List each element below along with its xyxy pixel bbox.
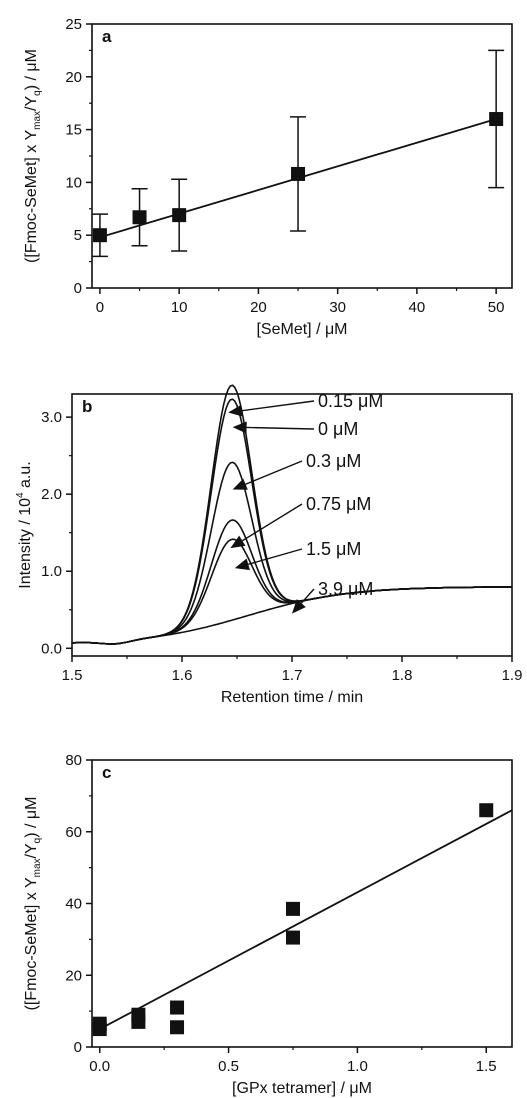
x-tick-label: 20: [250, 299, 267, 316]
annotation-label: 0.15 μM: [318, 391, 383, 411]
annotation-arrowhead: [232, 478, 248, 490]
x-tick-label: 1.7: [282, 667, 303, 684]
data-point: [172, 208, 187, 223]
plot-frame-a: [91, 23, 513, 289]
x-tick-label: 30: [329, 299, 346, 316]
y-tick-label: 15: [65, 122, 82, 139]
plot-frame-b: [71, 393, 513, 657]
series-line: [71, 586, 512, 645]
y-tick-label: 20: [65, 69, 82, 86]
y-tick-label: 25: [65, 16, 82, 33]
data-point: [285, 901, 300, 916]
series-line: [71, 398, 512, 645]
annotation-label: 1.5 μM: [306, 539, 361, 559]
x-tick-label: 1.0: [347, 1058, 368, 1075]
data-point: [489, 112, 504, 127]
annotation-label: 0.3 μM: [306, 451, 361, 471]
annotation-label: 0.75 μM: [306, 494, 371, 514]
y-tick-label: 2.0: [41, 486, 62, 503]
annotation-arrow: [248, 548, 303, 565]
annotation-arrow: [241, 503, 303, 542]
y-tick-label: 0: [74, 1039, 82, 1056]
panel-label-a: a: [102, 27, 112, 46]
y-axis-label-c: ([Fmoc-SeMet] x Ymax/Yq) / μM: [23, 797, 43, 1011]
panel-label-b: b: [82, 397, 92, 416]
x-tick-label: 0.5: [218, 1058, 239, 1075]
panel-b-axes: 1.5 1.6 1.7 1.8 1.9 0.0 1.0 2.0 3.0 b Retention ti…: [15, 393, 523, 706]
annotation-arrow: [245, 460, 303, 485]
y-tick-label: 60: [65, 824, 82, 841]
panel-a-axes: 0 10 20 30 40 50 0 5 10 15 20 25 a [SeMet] / μM ([Fmoc…: [23, 16, 513, 338]
x-tick-label: 0.0: [89, 1058, 110, 1075]
data-point: [170, 1000, 185, 1015]
series-line: [71, 538, 512, 645]
y-axis-label-a: ([Fmoc-SeMet] x Ymax/Yq) / μM: [23, 49, 43, 263]
x-axis-label-a: [SeMet] / μM: [256, 321, 347, 338]
y-tick-label: 1.0: [41, 563, 62, 580]
series-line: [71, 461, 512, 645]
x-tick-label: 50: [488, 299, 505, 316]
y-tick-label: 3.0: [41, 409, 62, 426]
x-tick-label: 1.5: [62, 667, 83, 684]
y-tick-label: 80: [65, 752, 82, 769]
annotation-arrowhead: [232, 421, 247, 434]
x-tick-label: 10: [171, 299, 188, 316]
data-point: [170, 1020, 185, 1035]
panel-a-data: [91, 49, 505, 258]
data-point: [291, 166, 306, 181]
series-line: [71, 519, 512, 645]
fit-line-c: [99, 809, 513, 1030]
x-tick-label: 0: [96, 299, 104, 316]
x-axis-label-c: [GPx tetramer] / μM: [232, 1080, 372, 1097]
plot-frame-c: [91, 759, 513, 1048]
y-tick-label: 40: [65, 896, 82, 913]
data-point: [479, 803, 494, 818]
x-tick-label: 1.9: [502, 667, 523, 684]
annotation-arrow: [241, 400, 315, 412]
x-tick-label: 1.6: [172, 667, 193, 684]
panel-label-c: c: [102, 763, 111, 782]
data-point: [131, 1007, 146, 1022]
data-point: [285, 930, 300, 945]
annotation-arrow: [246, 426, 315, 430]
y-axis-label-b: Intensity / 104 a.u.: [15, 461, 34, 588]
y-tick-label: 5: [74, 227, 82, 244]
series-line: [71, 384, 512, 645]
x-tick-label: 1.8: [392, 667, 413, 684]
y-tick-label: 0: [74, 280, 82, 297]
x-axis-label-b: Retention time / min: [221, 689, 363, 706]
data-point: [132, 210, 147, 225]
annotation-arrow: [300, 588, 315, 604]
y-tick-label: 10: [65, 174, 82, 191]
data-point: [92, 1016, 107, 1031]
annotation-label: 0 μM: [318, 419, 358, 439]
annotation-arrowhead: [228, 404, 243, 417]
annotation-arrowhead: [230, 535, 246, 549]
y-tick-label: 20: [65, 967, 82, 984]
x-tick-label: 1.5: [476, 1058, 497, 1075]
panel-c-data: [92, 803, 513, 1037]
data-point: [92, 228, 107, 243]
x-tick-label: 40: [409, 299, 426, 316]
y-tick-label: 0.0: [41, 640, 62, 657]
annotation-arrowhead: [234, 558, 250, 571]
annotation-label: 3.9 μM: [318, 579, 373, 599]
panel-c-axes: 0.0 0.5 1.0 1.5 0 20 40 60 80 c [GPx tetramer] / μ…: [23, 752, 513, 1097]
panel-b-data: 0.15 μM 0 μM 0.3 μM 0.75 μM 1.5 μM 3.9 μM: [71, 384, 512, 645]
annotation-arrowhead: [292, 599, 306, 614]
